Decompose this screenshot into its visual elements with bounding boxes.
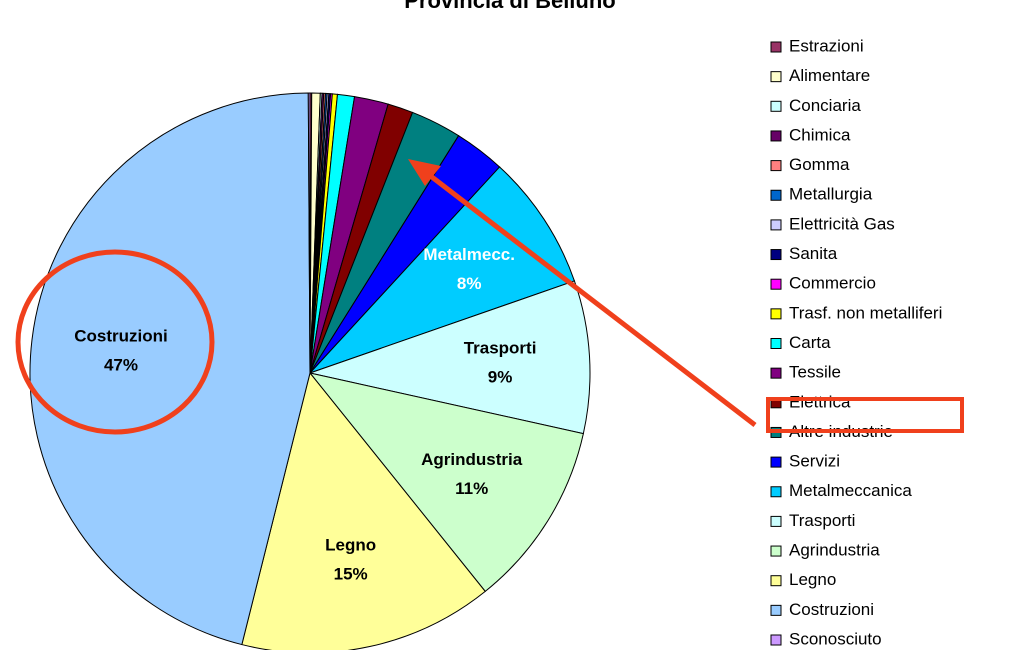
- legend-label: Sanita: [789, 244, 838, 263]
- legend-label: Trasporti: [789, 511, 855, 530]
- legend-label: Metallurgia: [789, 185, 873, 204]
- legend-swatch: [770, 486, 782, 498]
- legend-swatch: [770, 308, 782, 320]
- legend-swatch: [770, 219, 782, 231]
- legend-label: Conciaria: [789, 96, 861, 115]
- slice-label: Metalmecc.: [423, 245, 515, 264]
- pie-slice: [309, 166, 576, 374]
- legend-label: Commercio: [789, 274, 876, 293]
- legend-swatch: [770, 575, 782, 587]
- legend-label: Elettricità Gas: [789, 214, 895, 233]
- slice-labels: Metalmecc. 8% Trasporti 9% Agrindustria 11% Le…: [74, 245, 536, 584]
- legend-swatch: [770, 604, 782, 616]
- legend-swatch: [770, 515, 782, 527]
- legend-label: Costruzioni: [789, 600, 874, 619]
- arrow-line: [426, 172, 757, 427]
- legend-label: Trasf. non metalliferi: [789, 303, 942, 322]
- value-label: 9%: [488, 367, 513, 386]
- legend-swatch: [770, 249, 782, 261]
- legend-swatch: [770, 278, 782, 290]
- value-label: 47%: [104, 356, 138, 375]
- legend-label: Servizi: [789, 452, 840, 471]
- legend-label: Tessile: [789, 363, 841, 382]
- legend-label: Elettrica: [789, 392, 851, 411]
- slice-label: Legno: [325, 535, 376, 554]
- chart-title: Provincia di Belluno: [404, 0, 615, 13]
- pie: [29, 92, 591, 650]
- legend-label: Metalmeccanica: [789, 481, 912, 500]
- legend-swatch: [770, 160, 782, 172]
- highlight-circle: [15, 249, 215, 435]
- legend-label: Carta: [789, 333, 831, 352]
- legend-swatch: [770, 189, 782, 201]
- legend-label: Sconosciuto: [789, 629, 882, 648]
- legend: Estrazioni Alimentare Conciaria Chimica Gomm…: [770, 36, 942, 648]
- highlight-box: [766, 397, 964, 433]
- legend-swatch: [770, 634, 782, 646]
- legend-swatch: [770, 456, 782, 468]
- pie-slice: [29, 92, 311, 646]
- arrow-head: [408, 159, 441, 186]
- legend-label: Agrindustria: [789, 541, 880, 560]
- value-label: 11%: [455, 479, 488, 498]
- legend-label: Chimica: [789, 125, 851, 144]
- pie-slice: [308, 372, 584, 593]
- legend-label: Alimentare: [789, 66, 870, 85]
- legend-swatch: [770, 71, 782, 83]
- value-label: 15%: [334, 564, 368, 583]
- slice-label: Agrindustria: [421, 450, 523, 469]
- legend-swatch: [770, 130, 782, 142]
- legend-label: Gomma: [789, 155, 850, 174]
- pie-slice: [307, 92, 311, 374]
- legend-swatch: [770, 100, 782, 112]
- value-label: 8%: [457, 274, 482, 293]
- slice-label: Costruzioni: [74, 327, 168, 346]
- legend-swatch: [770, 367, 782, 379]
- slice-label: Trasporti: [464, 338, 537, 357]
- legend-swatch: [770, 545, 782, 557]
- legend-swatch: [770, 338, 782, 349]
- legend-label: Legno: [789, 570, 836, 589]
- legend-swatch: [770, 41, 782, 53]
- legend-label: Estrazioni: [789, 36, 864, 55]
